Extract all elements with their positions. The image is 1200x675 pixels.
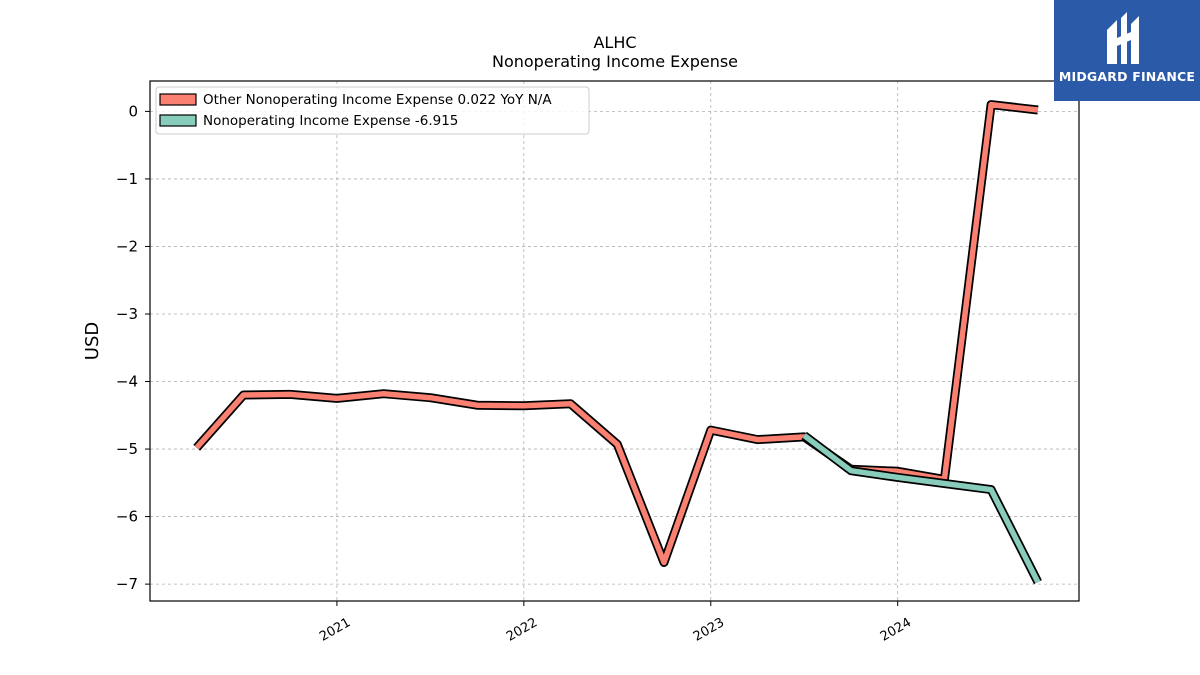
- series-line: [802, 433, 1041, 584]
- chart-title: ALHC: [593, 33, 636, 52]
- series-line: [194, 101, 1039, 566]
- brand-name: MIDGARD FINANCE: [1058, 69, 1196, 84]
- legend-swatch-other-nonoperating: [159, 93, 197, 106]
- brand-logo: MIDGARD FINANCE: [1054, 0, 1200, 101]
- y-tick-label: −5: [116, 440, 138, 458]
- y-tick-label: −4: [116, 373, 138, 391]
- legend-box: [155, 86, 590, 135]
- y-axis-ticks: 0 −1 −2 −3 −4 −5 −6 −7: [116, 102, 150, 593]
- chart-subtitle: Nonoperating Income Expense: [492, 52, 738, 71]
- midgard-logo-icon: [1107, 12, 1139, 64]
- y-tick-label: −6: [116, 508, 138, 526]
- legend: Other Nonoperating Income Expense 0.022 …: [155, 86, 590, 135]
- y-tick-label: −1: [116, 170, 138, 188]
- legend-label-nonoperating: Nonoperating Income Expense -6.915: [203, 113, 458, 129]
- series-0: [193, 100, 1039, 567]
- y-tick-label: −2: [116, 237, 138, 255]
- y-tick-label: −7: [116, 575, 138, 593]
- series-layer: [193, 100, 1042, 585]
- legend-label-other-nonoperating: Other Nonoperating Income Expense 0.022 …: [203, 92, 552, 108]
- plot-frame: [149, 80, 1080, 602]
- y-axis-label: USD: [82, 322, 103, 360]
- y-tick-label: 0: [128, 102, 138, 120]
- series-1: [801, 431, 1042, 585]
- legend-swatch-nonoperating: [159, 114, 197, 127]
- y-tick-label: −3: [116, 305, 138, 323]
